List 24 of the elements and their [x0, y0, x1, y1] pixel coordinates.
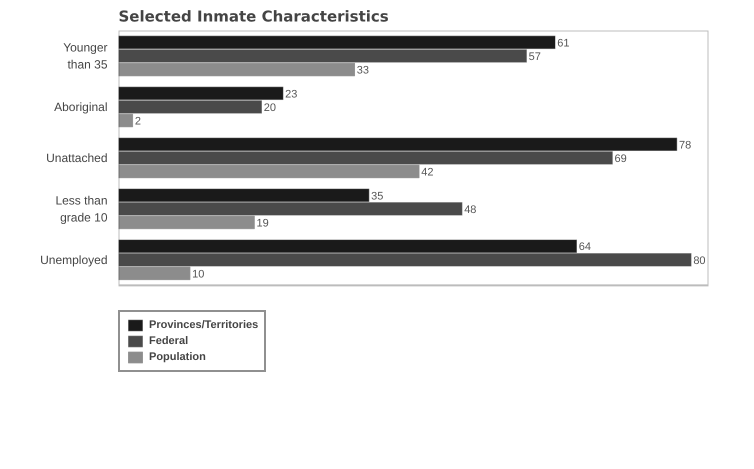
data-label: 80: [693, 254, 706, 267]
y-tick-label: Younger than 35: [63, 40, 108, 72]
y-tick-label: Unemployed: [40, 252, 108, 267]
data-label: 35: [371, 190, 384, 202]
data-label: 2: [134, 116, 141, 128]
legend-label: Population: [149, 351, 206, 363]
data-label: 42: [421, 166, 434, 178]
data-label: 64: [578, 241, 591, 254]
data-label: 23: [285, 88, 298, 100]
y-tick-label: Aboriginal: [54, 100, 108, 114]
y-tick-label: Less than grade 10: [55, 193, 108, 224]
data-label: 57: [528, 50, 541, 63]
data-label: 48: [464, 204, 476, 216]
data-label: 33: [356, 64, 370, 77]
data-label: 20: [264, 102, 276, 114]
y-tick-label: Unattached: [46, 150, 108, 165]
legend-label: Federal: [149, 335, 188, 347]
data-label: 69: [614, 152, 627, 165]
data-label: 19: [256, 217, 269, 230]
data-label: 61: [557, 37, 570, 50]
data-label: 10: [192, 268, 204, 280]
data-label: 78: [678, 139, 692, 152]
legend-label: Provinces/Territories: [149, 319, 258, 331]
chart-title: Selected Inmate Characteristics: [118, 8, 389, 26]
